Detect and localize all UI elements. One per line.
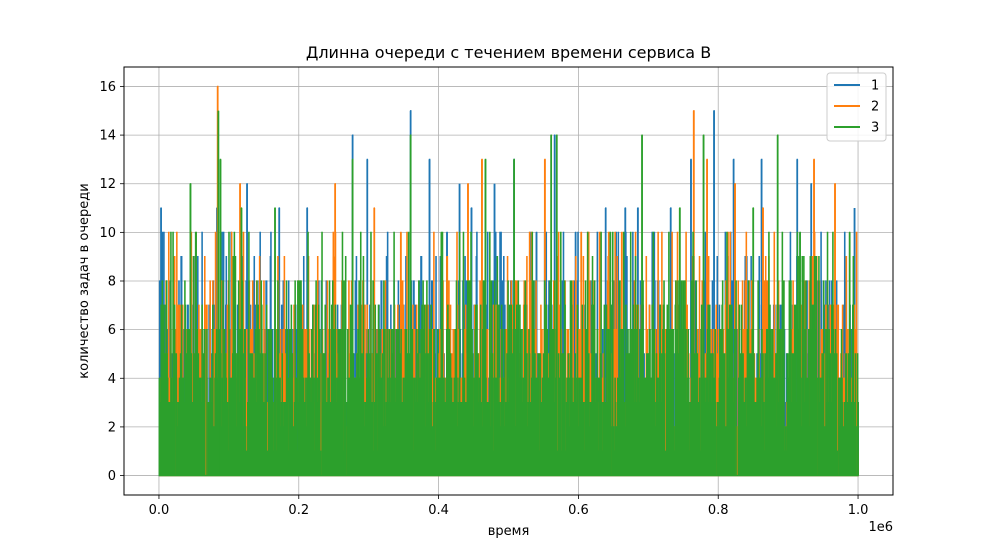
x-tick-label: 0.6 (568, 503, 589, 518)
x-axis-label: время (488, 524, 530, 539)
x-tick-label: 0.4 (428, 503, 449, 518)
y-tick-label: 0 (108, 469, 116, 484)
y-tick-label: 6 (108, 323, 116, 338)
x-tick-label: 0.0 (149, 503, 170, 518)
y-tick-label: 10 (99, 226, 116, 241)
x-axis-offset-label: 1e6 (868, 520, 893, 535)
legend-label: 1 (871, 79, 879, 94)
y-tick-label: 14 (99, 129, 116, 144)
x-tick-label: 0.8 (708, 503, 729, 518)
y-tick-label: 2 (108, 420, 116, 435)
x-tick-label: 0.2 (288, 503, 309, 518)
ticks: 0.0 0.2 0.4 0.6 0.8 1.0 0 2 4 6 8 10 12 14 16 (99, 80, 868, 518)
legend: 1 2 3 (826, 72, 887, 142)
y-axis-label: количество задач в очереди (77, 183, 92, 378)
legend-label: 2 (871, 100, 879, 115)
series-line-3 (158, 110, 859, 477)
y-tick-label: 8 (108, 275, 116, 290)
y-tick-label: 4 (108, 372, 116, 387)
legend-label: 3 (871, 121, 879, 136)
x-tick-label: 1.0 (848, 503, 869, 518)
y-tick-label: 16 (99, 80, 116, 95)
chart-title: Длинна очереди с течением времени сервис… (306, 43, 711, 62)
y-tick-label: 12 (99, 177, 116, 192)
series-layer (158, 85, 859, 477)
